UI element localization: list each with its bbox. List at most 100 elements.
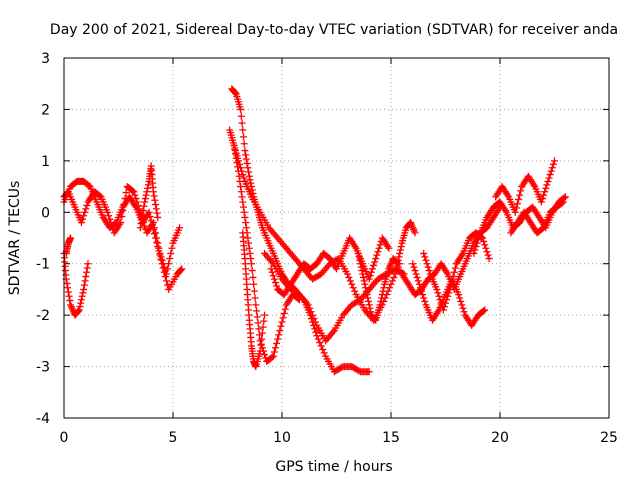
data-point [396, 249, 404, 257]
data-point [421, 253, 429, 261]
data-point [396, 246, 404, 254]
data-point [444, 292, 452, 300]
data-point [424, 263, 432, 271]
data-point [235, 172, 243, 180]
data-point [106, 215, 114, 223]
data-point [230, 141, 238, 149]
data-point [122, 189, 130, 197]
data-point [168, 244, 176, 252]
data-point [75, 306, 83, 314]
data-point [481, 241, 489, 249]
data-point [153, 209, 161, 217]
data-point [319, 345, 327, 353]
data-point [472, 243, 480, 251]
data-point [143, 188, 151, 196]
data-point [129, 187, 137, 195]
data-point [117, 219, 125, 227]
data-point [239, 203, 247, 211]
data-point [281, 305, 289, 313]
data-point [455, 291, 463, 299]
data-point [240, 208, 248, 216]
series-segment-10 [261, 249, 408, 345]
data-point [65, 292, 73, 300]
data-point [540, 191, 548, 199]
data-point [449, 273, 457, 281]
data-point [140, 202, 148, 210]
data-point [67, 234, 75, 242]
series-segment-5 [136, 162, 162, 232]
data-point [361, 280, 369, 288]
data-point [270, 348, 278, 356]
data-point [354, 249, 362, 257]
data-point [155, 244, 163, 252]
data-point [470, 249, 478, 257]
x-tick-label: 0 [60, 430, 69, 446]
data-point [269, 272, 277, 280]
data-point [240, 174, 248, 182]
data-point [239, 126, 247, 134]
data-point [242, 219, 250, 227]
data-point [236, 177, 244, 185]
data-point [139, 207, 147, 215]
data-point [364, 297, 372, 305]
data-point [245, 239, 253, 247]
plot-frame [63, 57, 610, 419]
data-point [276, 327, 284, 335]
data-point [360, 277, 368, 285]
data-point [136, 224, 144, 232]
data-point [164, 265, 172, 273]
data-point [146, 213, 154, 221]
data-point [310, 315, 318, 323]
data-point [370, 261, 378, 269]
data-point [244, 164, 252, 172]
data-point [366, 304, 374, 312]
data-point [76, 303, 84, 311]
data-point [346, 277, 354, 285]
data-point [537, 198, 545, 206]
x-axis-label: GPS time / hours [275, 459, 392, 475]
data-point [152, 201, 160, 209]
x-tick-label: 20 [491, 430, 509, 446]
data-point [231, 89, 239, 97]
series-segment-13 [398, 203, 504, 299]
data-point [356, 260, 364, 268]
data-point [450, 268, 458, 276]
data-point [138, 215, 146, 223]
data-point [242, 224, 250, 232]
data-point [82, 205, 90, 213]
data-point [374, 248, 382, 256]
data-point [237, 105, 245, 113]
data-point [149, 188, 157, 196]
y-tick-label: -4 [36, 411, 50, 427]
data-point [274, 335, 282, 343]
data-point [420, 294, 428, 302]
data-point [79, 289, 87, 297]
data-point [152, 205, 160, 213]
data-point [357, 263, 365, 271]
x-tick-label: 5 [169, 430, 178, 446]
data-point [343, 270, 351, 278]
data-point [270, 275, 278, 283]
data-point [363, 291, 371, 299]
data-point [388, 277, 396, 285]
data-point [64, 288, 72, 296]
y-tick-label: -3 [36, 360, 50, 376]
data-point [120, 201, 128, 209]
data-point [84, 260, 92, 268]
data-point [367, 268, 375, 276]
y-tick-label: 1 [41, 154, 50, 170]
data-point [395, 253, 403, 261]
data-point [419, 291, 427, 299]
data-point [233, 159, 241, 167]
data-point [459, 304, 467, 312]
series-segment-11 [267, 234, 393, 299]
data-point [378, 294, 386, 302]
data-point [260, 317, 268, 325]
data-point [436, 296, 444, 304]
data-point [539, 195, 547, 203]
data-point [434, 289, 442, 297]
data-point [130, 188, 138, 196]
data-point [375, 244, 383, 252]
data-point [271, 279, 279, 287]
data-point [316, 339, 324, 347]
